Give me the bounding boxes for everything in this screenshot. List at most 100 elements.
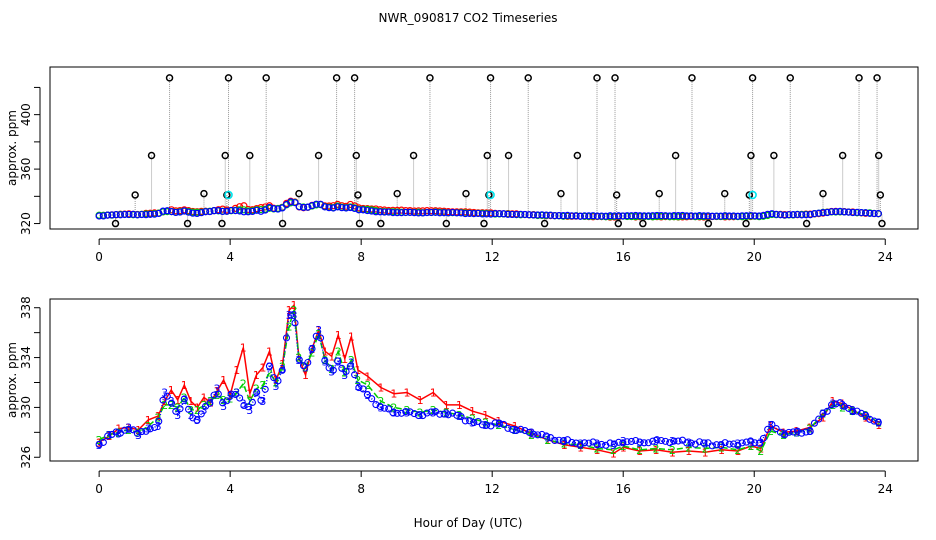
bottom-x-tick-label: 12 xyxy=(485,482,500,496)
top-series-3-point xyxy=(138,210,146,219)
bottom-series-3-label: 3 xyxy=(685,436,692,449)
bottom-series-1-label: 1 xyxy=(577,441,584,454)
bottom-series-3-point xyxy=(346,362,354,370)
bottom-series-3-point xyxy=(99,438,107,446)
top-reference-point xyxy=(655,189,663,198)
bottom-series-2-label: 2 xyxy=(806,423,813,436)
top-series-3-point xyxy=(708,212,716,220)
bottom-series-3-point xyxy=(155,417,163,425)
bottom-series-1-label: 1 xyxy=(806,421,813,434)
top-series-3-point xyxy=(666,212,674,220)
bottom-series-2-label: 2 xyxy=(279,360,286,373)
bottom-series-3-point xyxy=(759,434,767,442)
bottom-series-2-label: 2 xyxy=(335,345,342,358)
bottom-series-3-point xyxy=(785,428,793,436)
bottom-series-3-label: 3 xyxy=(266,360,273,373)
bottom-series-3-label: 3 xyxy=(862,410,869,423)
bottom-series-1-label: 1 xyxy=(174,394,181,407)
bottom-series-3-point xyxy=(180,395,188,403)
top-series-3-point xyxy=(772,210,780,218)
top-reference-point xyxy=(224,74,233,82)
bottom-series-3-point xyxy=(385,405,393,413)
top-reference-point xyxy=(573,151,582,160)
bottom-series-1-label: 1 xyxy=(309,343,316,356)
top-series-3-point xyxy=(295,203,303,211)
bottom-series-3-point xyxy=(823,407,831,415)
bottom-series-2-label: 2 xyxy=(309,347,316,360)
bottom-series-1-label: 1 xyxy=(685,445,692,458)
bottom-series-3-label: 3 xyxy=(610,439,617,452)
top-series-3-point xyxy=(615,212,623,220)
bottom-series-1-label: 1 xyxy=(718,444,725,457)
top-series-3-point xyxy=(359,206,367,214)
bottom-series-3-point xyxy=(372,401,380,409)
chart-title: NWR_090817 CO2 Timeseries xyxy=(379,11,558,25)
bottom-series-3-point xyxy=(355,384,363,392)
bottom-series-3-point xyxy=(738,439,746,447)
bottom-series-1-label: 1 xyxy=(404,386,411,399)
top-reference-point xyxy=(409,151,418,160)
top-reference-point xyxy=(332,74,341,82)
top-x-tick-label: 4 xyxy=(226,250,234,264)
top-series-3-point xyxy=(606,212,614,220)
bottom-series-1-label: 1 xyxy=(253,369,260,382)
top-reference-point xyxy=(200,189,208,198)
bottom-series-2-label: 2 xyxy=(266,367,273,380)
bottom-series-3-point xyxy=(512,426,520,434)
bottom-series-2-label: 2 xyxy=(322,354,329,367)
top-series-3-point xyxy=(414,209,423,217)
top-reference-point xyxy=(354,191,362,199)
bottom-series-3-point xyxy=(265,362,274,370)
bottom-series-3-point xyxy=(619,439,627,447)
bottom-series-3-point xyxy=(308,345,316,353)
x-axis-label: Hour of Day (UTC) xyxy=(414,516,523,530)
top-reference-point xyxy=(874,151,883,160)
bottom-series-3-label: 3 xyxy=(875,416,882,429)
bottom-series-1-label: 1 xyxy=(220,374,227,387)
top-series-3-point xyxy=(368,207,376,215)
top-series-3-point xyxy=(521,210,529,219)
top-series-3-point xyxy=(223,207,231,215)
bottom-series-3-point xyxy=(529,430,538,438)
top-series-3-point xyxy=(108,211,116,219)
bottom-series-3-point xyxy=(231,390,239,399)
bottom-series-3-point xyxy=(504,424,512,432)
bottom-series-3-point xyxy=(261,385,269,393)
top-series-3-point xyxy=(700,212,708,220)
bottom-series-3-point xyxy=(244,403,252,411)
bottom-series-3-label: 3 xyxy=(620,435,627,448)
bottom-series-2-label: 2 xyxy=(482,416,489,429)
top-series-3-point xyxy=(265,203,274,212)
top-series-3-point xyxy=(495,210,503,218)
bottom-series-3-point xyxy=(342,367,350,376)
top-series-3-point xyxy=(806,211,814,219)
top-reference-point xyxy=(165,74,174,82)
bottom-series-2-label: 2 xyxy=(862,409,869,422)
bottom-series-3-point xyxy=(414,411,423,420)
top-reference-point xyxy=(540,219,549,228)
top-series-3-point xyxy=(525,211,533,219)
bottom-series-1-label: 1 xyxy=(849,404,856,417)
bottom-series-3-point xyxy=(257,396,265,404)
top-series-3-point xyxy=(167,207,176,216)
bottom-series-1-label: 1 xyxy=(125,421,132,434)
top-x-tick-label: 20 xyxy=(747,250,762,264)
bottom-series-3-point xyxy=(133,429,142,438)
bottom-series-3-point xyxy=(253,388,261,396)
top-series-3-point xyxy=(163,207,171,215)
top-series-3-point xyxy=(593,212,601,220)
top-series-3-point xyxy=(538,211,546,219)
bottom-series-3-point xyxy=(304,358,312,367)
bottom-series-3-point xyxy=(444,411,452,419)
bottom-series-3-point xyxy=(657,436,665,445)
bottom-series-2-label: 2 xyxy=(240,378,247,391)
top-series-3-point xyxy=(819,209,827,217)
bottom-series-1-label: 1 xyxy=(561,439,568,452)
top-series-3-point xyxy=(274,205,282,213)
bottom-series-3-label: 3 xyxy=(135,429,142,442)
bottom-series-1-label: 1 xyxy=(364,370,371,383)
top-series-3-point xyxy=(729,212,738,220)
bottom-series-3-point xyxy=(278,366,286,374)
bottom-series-3-point xyxy=(568,438,576,446)
bottom-series-3-label: 3 xyxy=(161,386,168,399)
